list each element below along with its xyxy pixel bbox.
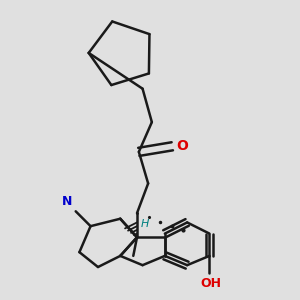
Text: O: O (177, 139, 189, 152)
Text: OH: OH (201, 277, 222, 290)
Text: H: H (140, 219, 148, 229)
Text: N: N (62, 195, 73, 208)
